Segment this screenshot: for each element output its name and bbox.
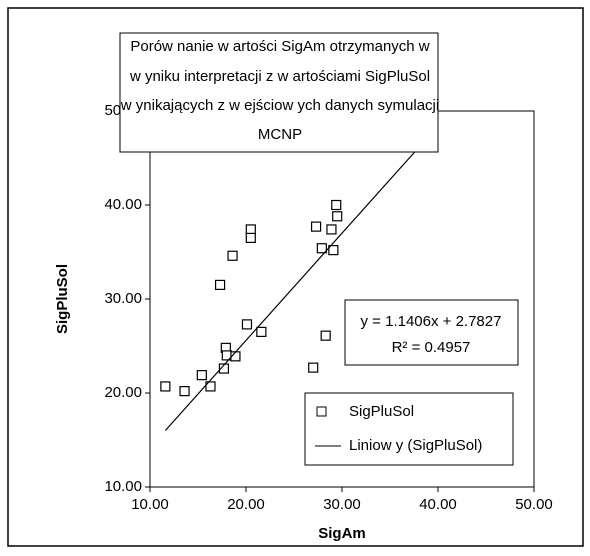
x-tick-label: 20.00: [227, 496, 265, 513]
data-point: [316, 243, 327, 254]
legend-box: [304, 392, 514, 466]
data-point: [218, 363, 230, 374]
data-point: [160, 381, 171, 392]
data-point: [245, 224, 256, 235]
data-point: [241, 319, 253, 330]
chart-title: Porów nanie w artości SigAm otrzymanych …: [130, 38, 429, 55]
data-point: [331, 199, 342, 211]
trendline-r-squared: R² = 0.4957: [392, 339, 471, 356]
x-tick-label: 40.00: [419, 496, 457, 513]
y-tick-label: 10.00: [104, 478, 142, 495]
y-tick-label: 20.00: [104, 384, 142, 401]
plot: 10.00 20.00 30.00 40.00 50.00 10.00 20.00 30.00…: [104, 102, 552, 513]
y-tick-label: 40.00: [104, 196, 142, 213]
data-point: [214, 279, 226, 290]
data-point: [332, 211, 343, 222]
legend-label: SigPluSol: [349, 403, 414, 420]
chart-title: w yniku interpretacji z w artościami Sig…: [129, 68, 430, 85]
data-point: [310, 221, 322, 232]
data-point: [245, 232, 256, 243]
x-tick-label: 30.00: [323, 496, 361, 513]
title-box: [119, 32, 439, 153]
data-point: [320, 330, 331, 341]
data-point: [179, 386, 190, 397]
y-axis-label: SigPluSol: [54, 264, 71, 334]
chart-title: w ynikających z w ejściow ych danych sym…: [120, 97, 439, 114]
y-tick-label: 30.00: [104, 290, 142, 307]
data-point: [205, 381, 216, 392]
x-axis-label: SigAm: [318, 525, 366, 542]
data-point: [308, 362, 319, 373]
equation-box: [344, 299, 519, 366]
trendline-equation: y = 1.1406x + 2.7827: [361, 313, 502, 330]
chart-title: MCNP: [258, 126, 302, 143]
data-point: [328, 245, 339, 256]
data-point: [196, 370, 207, 381]
trendline: [164, 150, 417, 431]
x-tick-label: 10.00: [131, 496, 169, 513]
data-point: [326, 224, 337, 235]
data-point: [227, 250, 238, 261]
legend-label: Liniow y (SigPluSol): [349, 437, 482, 454]
data-point: [256, 326, 267, 337]
legend-marker: [316, 406, 327, 417]
x-tick-label: 50.00: [515, 496, 553, 513]
